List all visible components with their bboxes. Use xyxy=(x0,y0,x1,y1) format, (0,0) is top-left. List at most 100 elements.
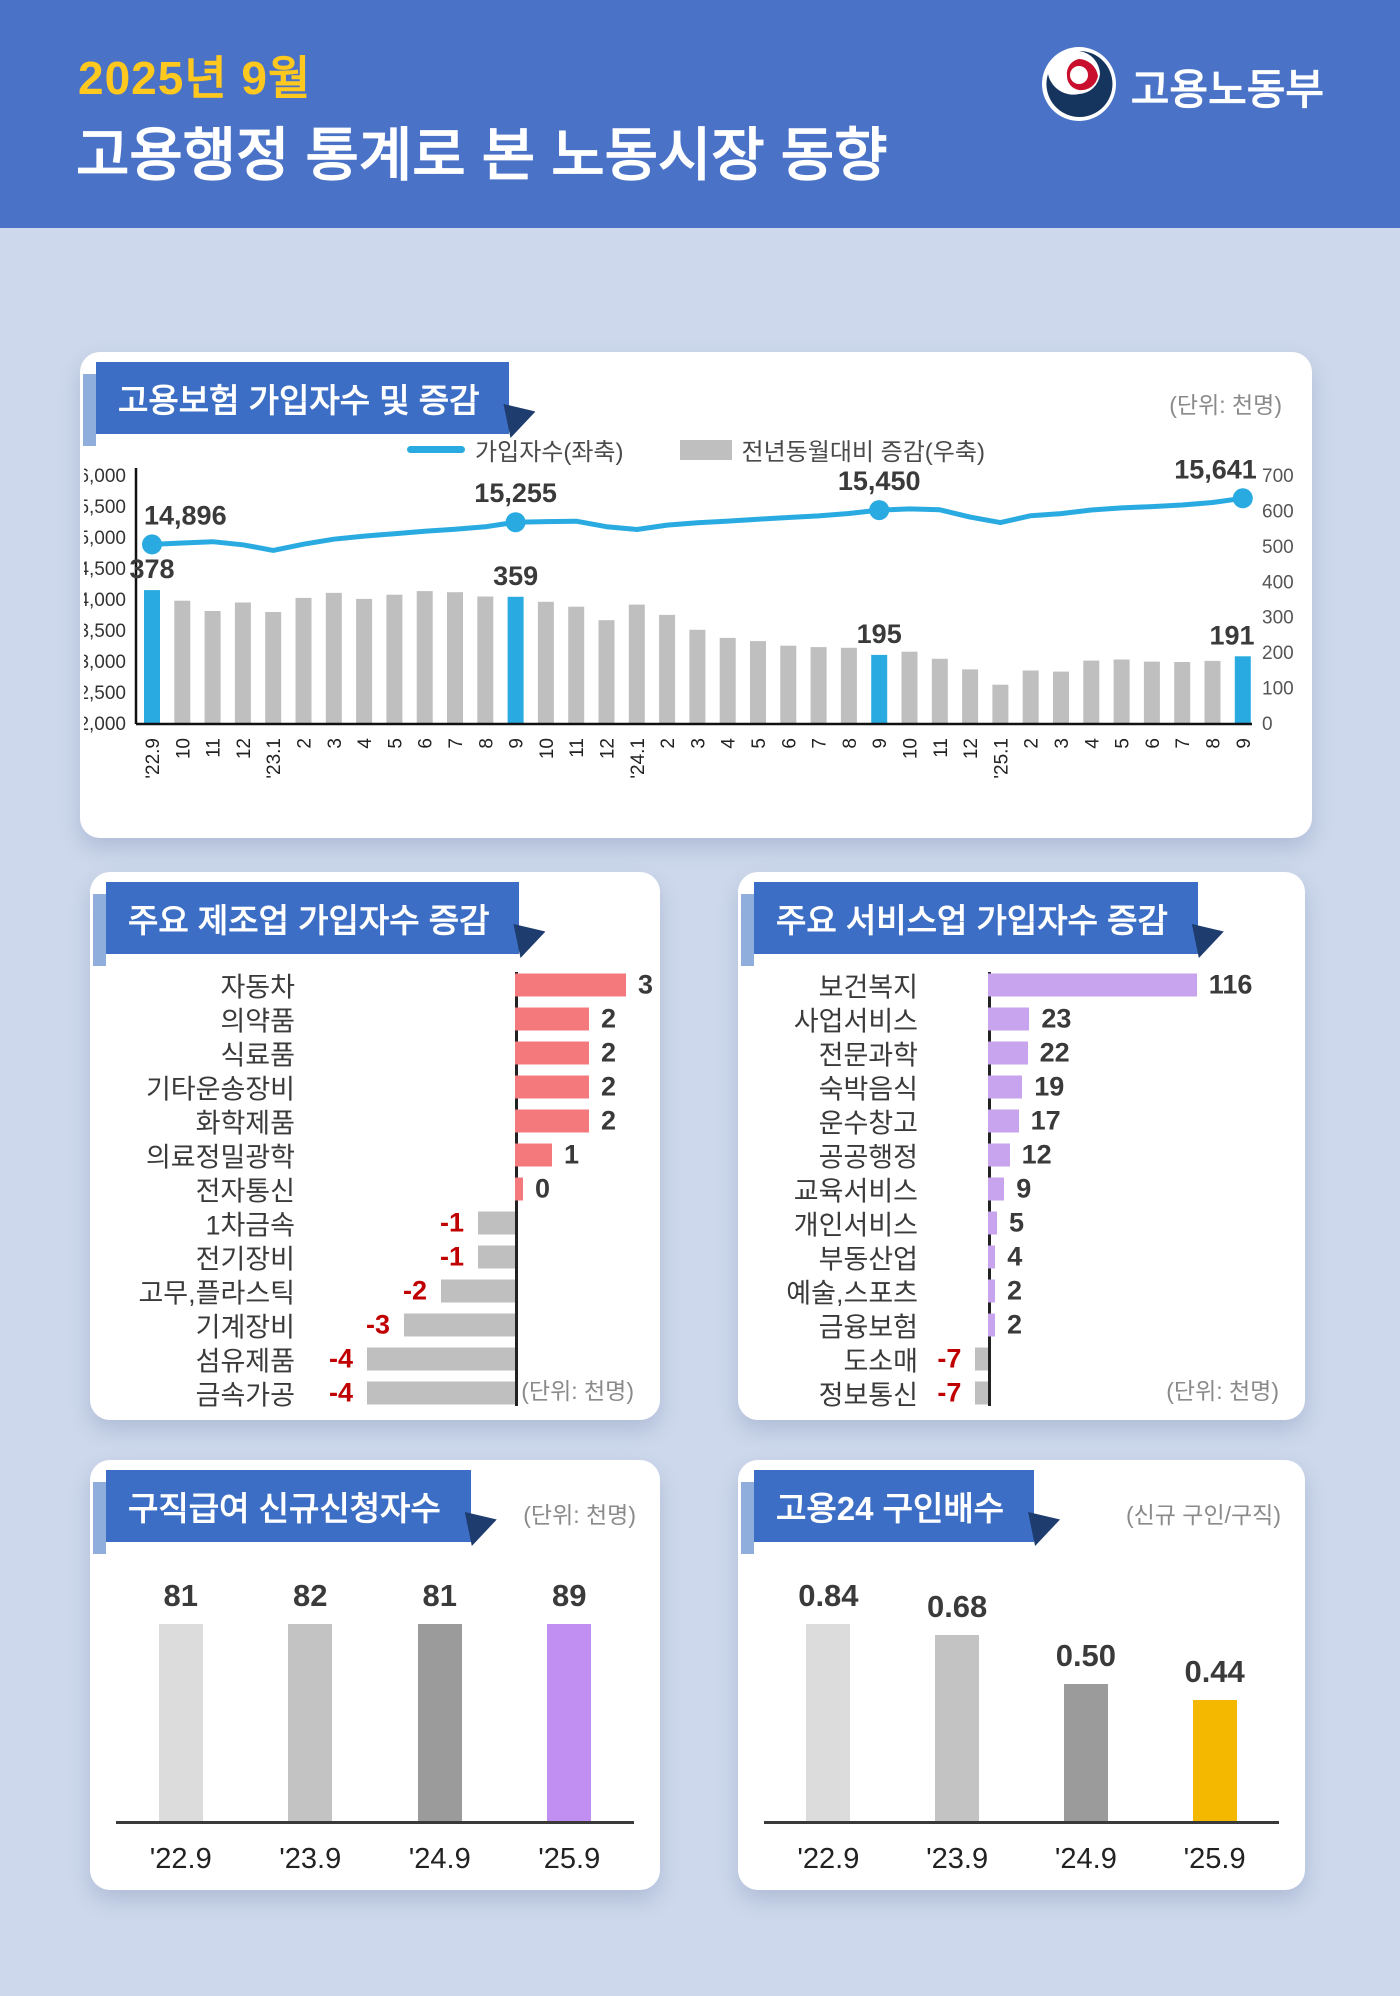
value-bar xyxy=(975,1381,988,1405)
x-axis-label: '22.9 xyxy=(149,1843,212,1875)
category-label: 고무,플라스틱 xyxy=(138,1278,295,1309)
svg-text:9: 9 xyxy=(870,738,891,749)
value-bar xyxy=(988,1075,1023,1099)
card-claims-title: 구직급여 신규신청자수 xyxy=(93,1470,471,1554)
value-bar xyxy=(158,1624,203,1821)
value-bar xyxy=(988,1143,1010,1167)
hbar-row: 고무,플라스틱 -2 xyxy=(90,1274,660,1309)
openings-bar-chart: 0.84 0.68 0.50 0.44 xyxy=(764,1578,1279,1824)
value-label: 2 xyxy=(1007,1275,1023,1306)
card-services-title: 주요 서비스업 가입자수 증감 xyxy=(741,882,1198,966)
svg-text:7: 7 xyxy=(810,738,831,749)
svg-text:12: 12 xyxy=(234,738,255,759)
legend-label: 가입자수(좌축) xyxy=(475,439,624,466)
category-label: 기계장비 xyxy=(195,1312,295,1343)
value-label: 81 xyxy=(163,1578,198,1613)
svg-text:6: 6 xyxy=(1143,738,1164,749)
category-label: 기타운송장비 xyxy=(145,1074,295,1105)
value-bar xyxy=(404,1313,515,1337)
value-label: 22 xyxy=(1039,1037,1070,1068)
svg-text:4: 4 xyxy=(719,738,740,749)
value-label: 81 xyxy=(422,1578,457,1613)
services-bar-chart: 보건복지 116 사업서비스 23 전문과학 22 숙박음식 19 운수창고 17 공공행정 12 교육… xyxy=(738,968,1305,1411)
hbar-row: 전문과학 22 xyxy=(738,1036,1305,1071)
category-label: 운수창고 xyxy=(818,1108,918,1139)
mini-bar-column: 0.50 xyxy=(1022,1578,1151,1821)
svg-text:13,000: 13,000 xyxy=(84,652,126,673)
svg-text:400: 400 xyxy=(1262,572,1294,593)
svg-text:378: 378 xyxy=(129,554,174,584)
hbar-row: 섬유제품 -4 xyxy=(90,1342,660,1377)
category-label: 의약품 xyxy=(220,1006,295,1037)
category-label: 금융보험 xyxy=(818,1312,918,1343)
category-label: 금속가공 xyxy=(195,1380,295,1411)
value-label: 0.84 xyxy=(798,1578,859,1613)
report-period: 2025년 9월 xyxy=(78,52,312,104)
bar-swatch-icon xyxy=(679,439,732,460)
hbar-row: 사업서비스 23 xyxy=(738,1002,1305,1037)
hbar-row: 보건복지 116 xyxy=(738,968,1305,1003)
svg-text:10: 10 xyxy=(173,738,194,759)
agency-name: 고용노동부 xyxy=(1130,66,1324,113)
svg-text:11: 11 xyxy=(204,738,225,758)
category-label: 개인서비스 xyxy=(793,1210,918,1241)
svg-text:2: 2 xyxy=(295,738,316,749)
svg-text:195: 195 xyxy=(857,619,902,649)
x-axis-label: '23.9 xyxy=(926,1843,989,1875)
value-bar xyxy=(515,1177,523,1201)
category-label: 교육서비스 xyxy=(793,1176,918,1207)
value-bar xyxy=(515,973,626,997)
claims-bar-chart: 81 82 81 89 xyxy=(116,1578,634,1824)
value-label: -4 xyxy=(328,1377,353,1408)
ministry-emblem-icon xyxy=(1041,46,1117,127)
value-bar xyxy=(975,1347,988,1371)
svg-text:3: 3 xyxy=(688,738,709,749)
hbar-row: 도소매 -7 xyxy=(738,1342,1305,1377)
value-bar xyxy=(988,1245,996,1269)
svg-text:10: 10 xyxy=(901,738,922,759)
hbar-row: 화학제품 2 xyxy=(90,1104,660,1139)
category-label: 도소매 xyxy=(843,1346,918,1377)
svg-text:5: 5 xyxy=(749,738,770,749)
mini-bar-column: 89 xyxy=(505,1578,635,1821)
unit-label: (단위: 천명) xyxy=(521,1378,634,1404)
svg-text:12,000: 12,000 xyxy=(84,714,126,735)
unit-label: (신규 구인/구직) xyxy=(1125,1502,1281,1528)
insurance-combo-chart: 16,000 15,500 15,000 14,500 14,000 13,500 13,0… xyxy=(84,460,1294,779)
value-bar xyxy=(367,1347,515,1371)
svg-text:14,000: 14,000 xyxy=(84,590,126,611)
category-label: 예술,스포츠 xyxy=(786,1278,918,1309)
x-axis-label: '22.9 xyxy=(797,1843,860,1875)
value-label: 2 xyxy=(1007,1309,1023,1340)
value-label: 5 xyxy=(1009,1207,1025,1238)
value-label: 17 xyxy=(1030,1105,1061,1136)
card-openings-title: 고용24 구인배수 xyxy=(740,1470,1035,1554)
mini-bar-column: 81 xyxy=(375,1578,505,1821)
unit-label: (단위: 천명) xyxy=(1169,392,1282,418)
value-bar xyxy=(988,1211,997,1235)
svg-text:6: 6 xyxy=(779,738,800,749)
category-label: 보건복지 xyxy=(818,972,918,1003)
svg-text:15,255: 15,255 xyxy=(474,478,557,508)
svg-text:7: 7 xyxy=(1173,738,1194,749)
value-bar xyxy=(288,1624,333,1821)
value-label: 0.50 xyxy=(1055,1638,1117,1673)
value-label: 19 xyxy=(1034,1071,1065,1102)
value-label: 2 xyxy=(601,1037,617,1068)
openings-x-axis: '22.9 '23.9 '24.9 '25.9 xyxy=(764,1843,1279,1876)
svg-text:8: 8 xyxy=(1204,738,1225,749)
svg-text:15,500: 15,500 xyxy=(84,497,126,518)
card-insurance-title: 고용보험 가입자수 및 증감 xyxy=(82,362,510,446)
value-label: -7 xyxy=(937,1377,962,1408)
value-bar xyxy=(515,1109,589,1133)
svg-text:'24.1: '24.1 xyxy=(628,738,649,779)
mini-bar-column: 81 xyxy=(116,1578,246,1821)
value-bar xyxy=(515,1143,552,1167)
svg-text:5: 5 xyxy=(385,738,406,749)
svg-text:9: 9 xyxy=(507,738,528,749)
hbar-row: 1차금속 -1 xyxy=(90,1206,660,1241)
legend-label: 전년동월대비 증감(우축) xyxy=(741,439,985,466)
svg-text:3: 3 xyxy=(1052,738,1073,749)
category-label: 1차금속 xyxy=(205,1210,295,1241)
value-label: 0.68 xyxy=(926,1589,988,1624)
